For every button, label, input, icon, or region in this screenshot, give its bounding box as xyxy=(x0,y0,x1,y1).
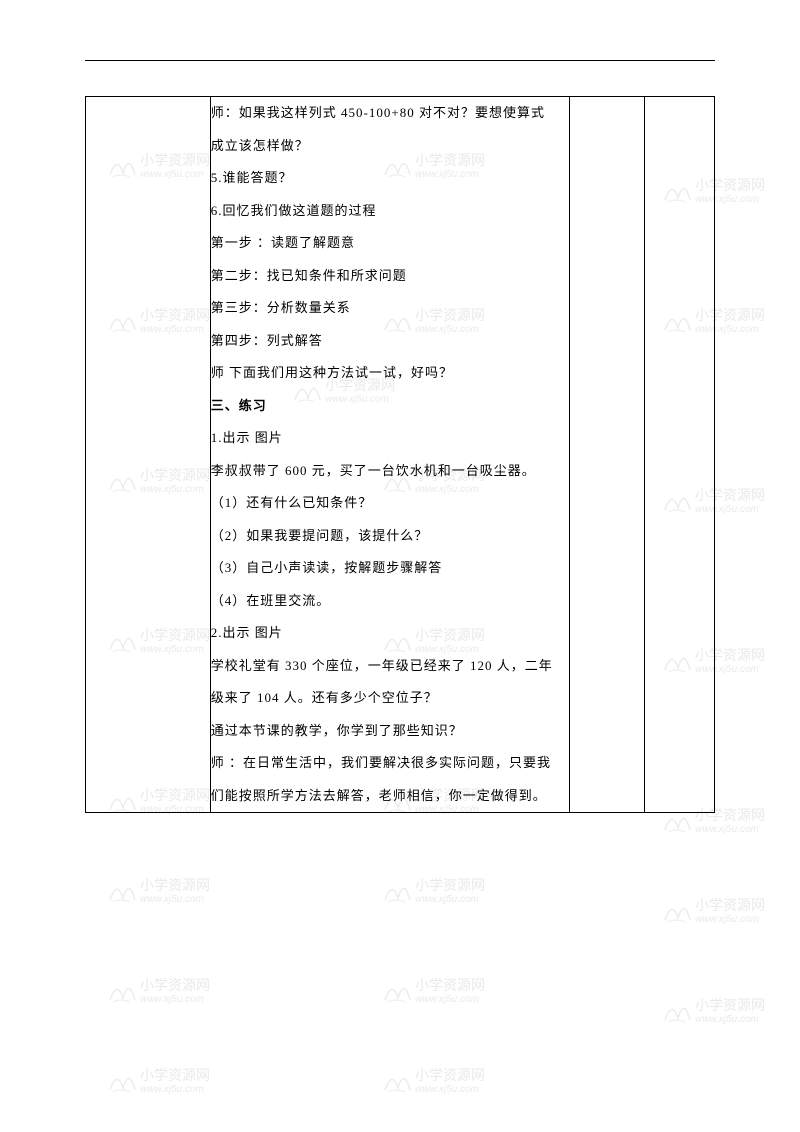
text-line: （3）自己小声读读，按解题步骤解答 xyxy=(211,552,569,585)
svg-text:www.xj5u.com: www.xj5u.com xyxy=(415,994,479,1005)
watermark-logo: 小学资源网 www.xj5u.com xyxy=(105,970,215,1010)
text-line: 师 下面我们用这种方法试一试，好吗？ xyxy=(211,357,569,390)
text-line: 5.谁能答题？ xyxy=(211,162,569,195)
svg-text:小学资源网: 小学资源网 xyxy=(695,898,765,914)
right-column-1 xyxy=(570,97,645,813)
text-line: 师 ：在日常生活中，我们要解决很多实际问题，只要我 xyxy=(211,747,569,780)
text-line: （4）在班里交流。 xyxy=(211,585,569,618)
text-line: （1）还有什么已知条件？ xyxy=(211,487,569,520)
text-line: 师：如果我这样列式 450-100+80 对不对？要想使算式 xyxy=(211,97,569,130)
svg-text:www.xj5u.com: www.xj5u.com xyxy=(415,1084,479,1095)
svg-text:小学资源网: 小学资源网 xyxy=(695,998,765,1014)
text-line: 第四步：列式解答 xyxy=(211,325,569,358)
page-container: 师：如果我这样列式 450-100+80 对不对？要想使算式 成立该怎样做？ 5… xyxy=(0,0,800,853)
text-line: 1.出示 图片 xyxy=(211,422,569,455)
watermark-logo: 小学资源网 www.xj5u.com xyxy=(105,1060,215,1100)
watermark-logo: 小学资源网 www.xj5u.com xyxy=(660,990,770,1030)
text-line: 们能按照所学方法去解答，老师相信，你一定做得到。 xyxy=(211,780,569,813)
svg-text:www.xj5u.com: www.xj5u.com xyxy=(695,914,759,925)
svg-text:小学资源网: 小学资源网 xyxy=(415,878,485,894)
header-divider xyxy=(85,60,715,61)
text-line: 级来了 104 人。还有多少个空位子？ xyxy=(211,682,569,715)
right-column-2 xyxy=(645,97,715,813)
lesson-table: 师：如果我这样列式 450-100+80 对不对？要想使算式 成立该怎样做？ 5… xyxy=(85,96,715,813)
text-line: 第二步：找已知条件和所求问题 xyxy=(211,260,569,293)
svg-text:www.xj5u.com: www.xj5u.com xyxy=(140,894,204,905)
text-line: 第一步 ：读题了解题意 xyxy=(211,227,569,260)
watermark-logo: 小学资源网 www.xj5u.com xyxy=(380,1060,490,1100)
watermark-logo: 小学资源网 www.xj5u.com xyxy=(380,870,490,910)
text-line: （2）如果我要提问题，该提什么？ xyxy=(211,520,569,553)
svg-text:小学资源网: 小学资源网 xyxy=(140,878,210,894)
watermark-logo: 小学资源网 www.xj5u.com xyxy=(380,970,490,1010)
text-line: 通过本节课的教学，你学到了那些知识？ xyxy=(211,715,569,748)
text-line: 成立该怎样做？ xyxy=(211,130,569,163)
text-line: 6.回忆我们做这道题的过程 xyxy=(211,195,569,228)
text-line: 第三步：分析数量关系 xyxy=(211,292,569,325)
section-heading: 三、练习 xyxy=(211,390,569,423)
svg-text:www.xj5u.com: www.xj5u.com xyxy=(695,1014,759,1025)
svg-text:小学资源网: 小学资源网 xyxy=(415,1068,485,1084)
svg-text:www.xj5u.com: www.xj5u.com xyxy=(140,1084,204,1095)
watermark-logo: 小学资源网 www.xj5u.com xyxy=(660,890,770,930)
left-column xyxy=(86,97,211,813)
svg-text:www.xj5u.com: www.xj5u.com xyxy=(415,894,479,905)
svg-text:小学资源网: 小学资源网 xyxy=(140,1068,210,1084)
svg-text:www.xj5u.com: www.xj5u.com xyxy=(140,994,204,1005)
table-row: 师：如果我这样列式 450-100+80 对不对？要想使算式 成立该怎样做？ 5… xyxy=(86,97,715,813)
text-line: 学校礼堂有 330 个座位，一年级已经来了 120 人，二年 xyxy=(211,650,569,683)
svg-text:小学资源网: 小学资源网 xyxy=(140,978,210,994)
watermark-logo: 小学资源网 www.xj5u.com xyxy=(105,870,215,910)
text-line: 李叔叔带了 600 元，买了一台饮水机和一台吸尘器。 xyxy=(211,455,569,488)
svg-text:小学资源网: 小学资源网 xyxy=(415,978,485,994)
text-line: 2.出示 图片 xyxy=(211,617,569,650)
content-column: 师：如果我这样列式 450-100+80 对不对？要想使算式 成立该怎样做？ 5… xyxy=(210,97,569,813)
